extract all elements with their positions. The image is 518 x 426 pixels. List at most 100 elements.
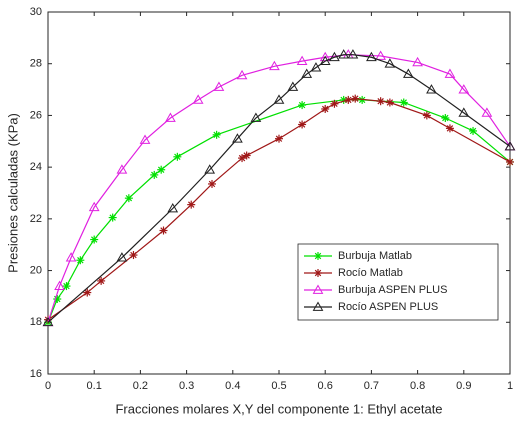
triangle-marker [116, 252, 128, 262]
triangle-marker [375, 50, 387, 60]
y-tick-label: 26 [30, 109, 42, 121]
star-stroke [84, 289, 91, 296]
star-marker [275, 134, 283, 143]
legend: Burbuja Matlab Rocío Matlab Burbuja ASPEN … [297, 243, 499, 321]
star-stroke [400, 99, 407, 106]
triangle-marker [54, 280, 65, 290]
triangle-marker [426, 84, 437, 94]
y-tick-label: 18 [30, 316, 42, 328]
star-marker [157, 165, 166, 174]
triangle-marker [312, 301, 324, 311]
star-stroke [238, 154, 246, 162]
series-line [47, 54, 511, 323]
x-tick-label: 0.3 [179, 380, 194, 392]
star-marker [469, 126, 478, 135]
star-marker [441, 114, 450, 123]
triangle-shape [139, 134, 151, 144]
triangle-shape [165, 112, 176, 122]
star-marker [314, 252, 322, 260]
triangle-shape [312, 284, 324, 294]
triangle-shape [402, 68, 414, 78]
legend-label: Burbuja Matlab [338, 250, 412, 262]
triangle-shape [213, 81, 225, 91]
star-stroke [125, 194, 133, 202]
x-tick-label: 0 [45, 380, 51, 392]
star-stroke [151, 171, 158, 179]
triangle-shape [167, 203, 179, 213]
triangle-marker [301, 68, 313, 78]
star-marker [208, 179, 217, 188]
triangle-shape [54, 280, 65, 290]
triangle-shape [504, 140, 516, 151]
x-axis-title: Fracciones molares X,Y del componente 1:… [115, 401, 442, 416]
triangle-shape [232, 133, 243, 143]
triangle-shape [444, 68, 456, 78]
triangle-shape [312, 301, 324, 311]
y-tick-label: 22 [30, 213, 42, 225]
triangle-marker [88, 201, 100, 212]
y-axis-title: Presiones calculadas (KPa) [5, 113, 20, 273]
x-tick-label: 0.4 [225, 380, 240, 392]
star-marker [76, 256, 85, 265]
triangle-marker [116, 164, 128, 174]
triangle-marker [213, 81, 225, 91]
star-stroke [187, 201, 195, 208]
star-stroke [446, 125, 454, 132]
star-stroke [130, 251, 137, 259]
star-marker [83, 288, 92, 297]
triangle-marker [296, 55, 308, 66]
star-stroke [208, 180, 216, 188]
triangle-shape [273, 94, 285, 104]
triangle-shape [329, 51, 340, 62]
star-stroke [243, 152, 250, 159]
star-marker [212, 130, 221, 139]
triangle-shape [338, 49, 350, 59]
y-tick-label: 16 [30, 368, 42, 380]
triangle-shape [384, 58, 396, 68]
star-marker [298, 120, 307, 129]
x-tick-label: 1 [507, 380, 513, 392]
triangle-shape [116, 252, 128, 262]
star-stroke [423, 112, 431, 119]
triangle-marker [287, 81, 299, 91]
star-marker [321, 104, 330, 113]
star-marker [330, 99, 339, 108]
triangle-shape [65, 252, 77, 262]
triangle-marker [329, 51, 340, 62]
star-stroke [352, 95, 359, 102]
triangle-marker [273, 94, 285, 104]
triangle-marker [338, 49, 350, 59]
legend-label: Rocío ASPEN PLUS [338, 301, 438, 313]
x-tick-label: 0.8 [410, 380, 425, 392]
x-tick-label: 0.2 [133, 380, 148, 392]
y-tick-label: 30 [30, 6, 42, 18]
star-marker [108, 213, 117, 222]
star-stroke [77, 257, 84, 264]
triangle-marker [250, 112, 262, 122]
triangle-marker [232, 133, 243, 143]
star-stroke [160, 227, 167, 234]
triangle-shape [192, 94, 204, 104]
star-marker [62, 282, 71, 291]
triangle-shape [250, 112, 262, 122]
triangle-marker [444, 68, 456, 78]
star-stroke [174, 153, 181, 161]
star-marker [124, 194, 133, 203]
triangle-shape [296, 55, 308, 66]
triangle-shape [375, 50, 387, 60]
star-stroke [321, 105, 329, 113]
star-stroke [314, 269, 322, 277]
triangle-marker [65, 252, 77, 262]
y-tick-label: 20 [30, 264, 42, 276]
triangle-marker [458, 84, 470, 94]
x-tick-label: 0.1 [87, 380, 102, 392]
star-marker [422, 111, 431, 120]
star-marker [399, 98, 408, 107]
triangle-shape [116, 164, 128, 174]
triangle-shape [236, 69, 248, 80]
star-stroke [469, 127, 477, 135]
y-tick-label: 28 [30, 58, 42, 70]
